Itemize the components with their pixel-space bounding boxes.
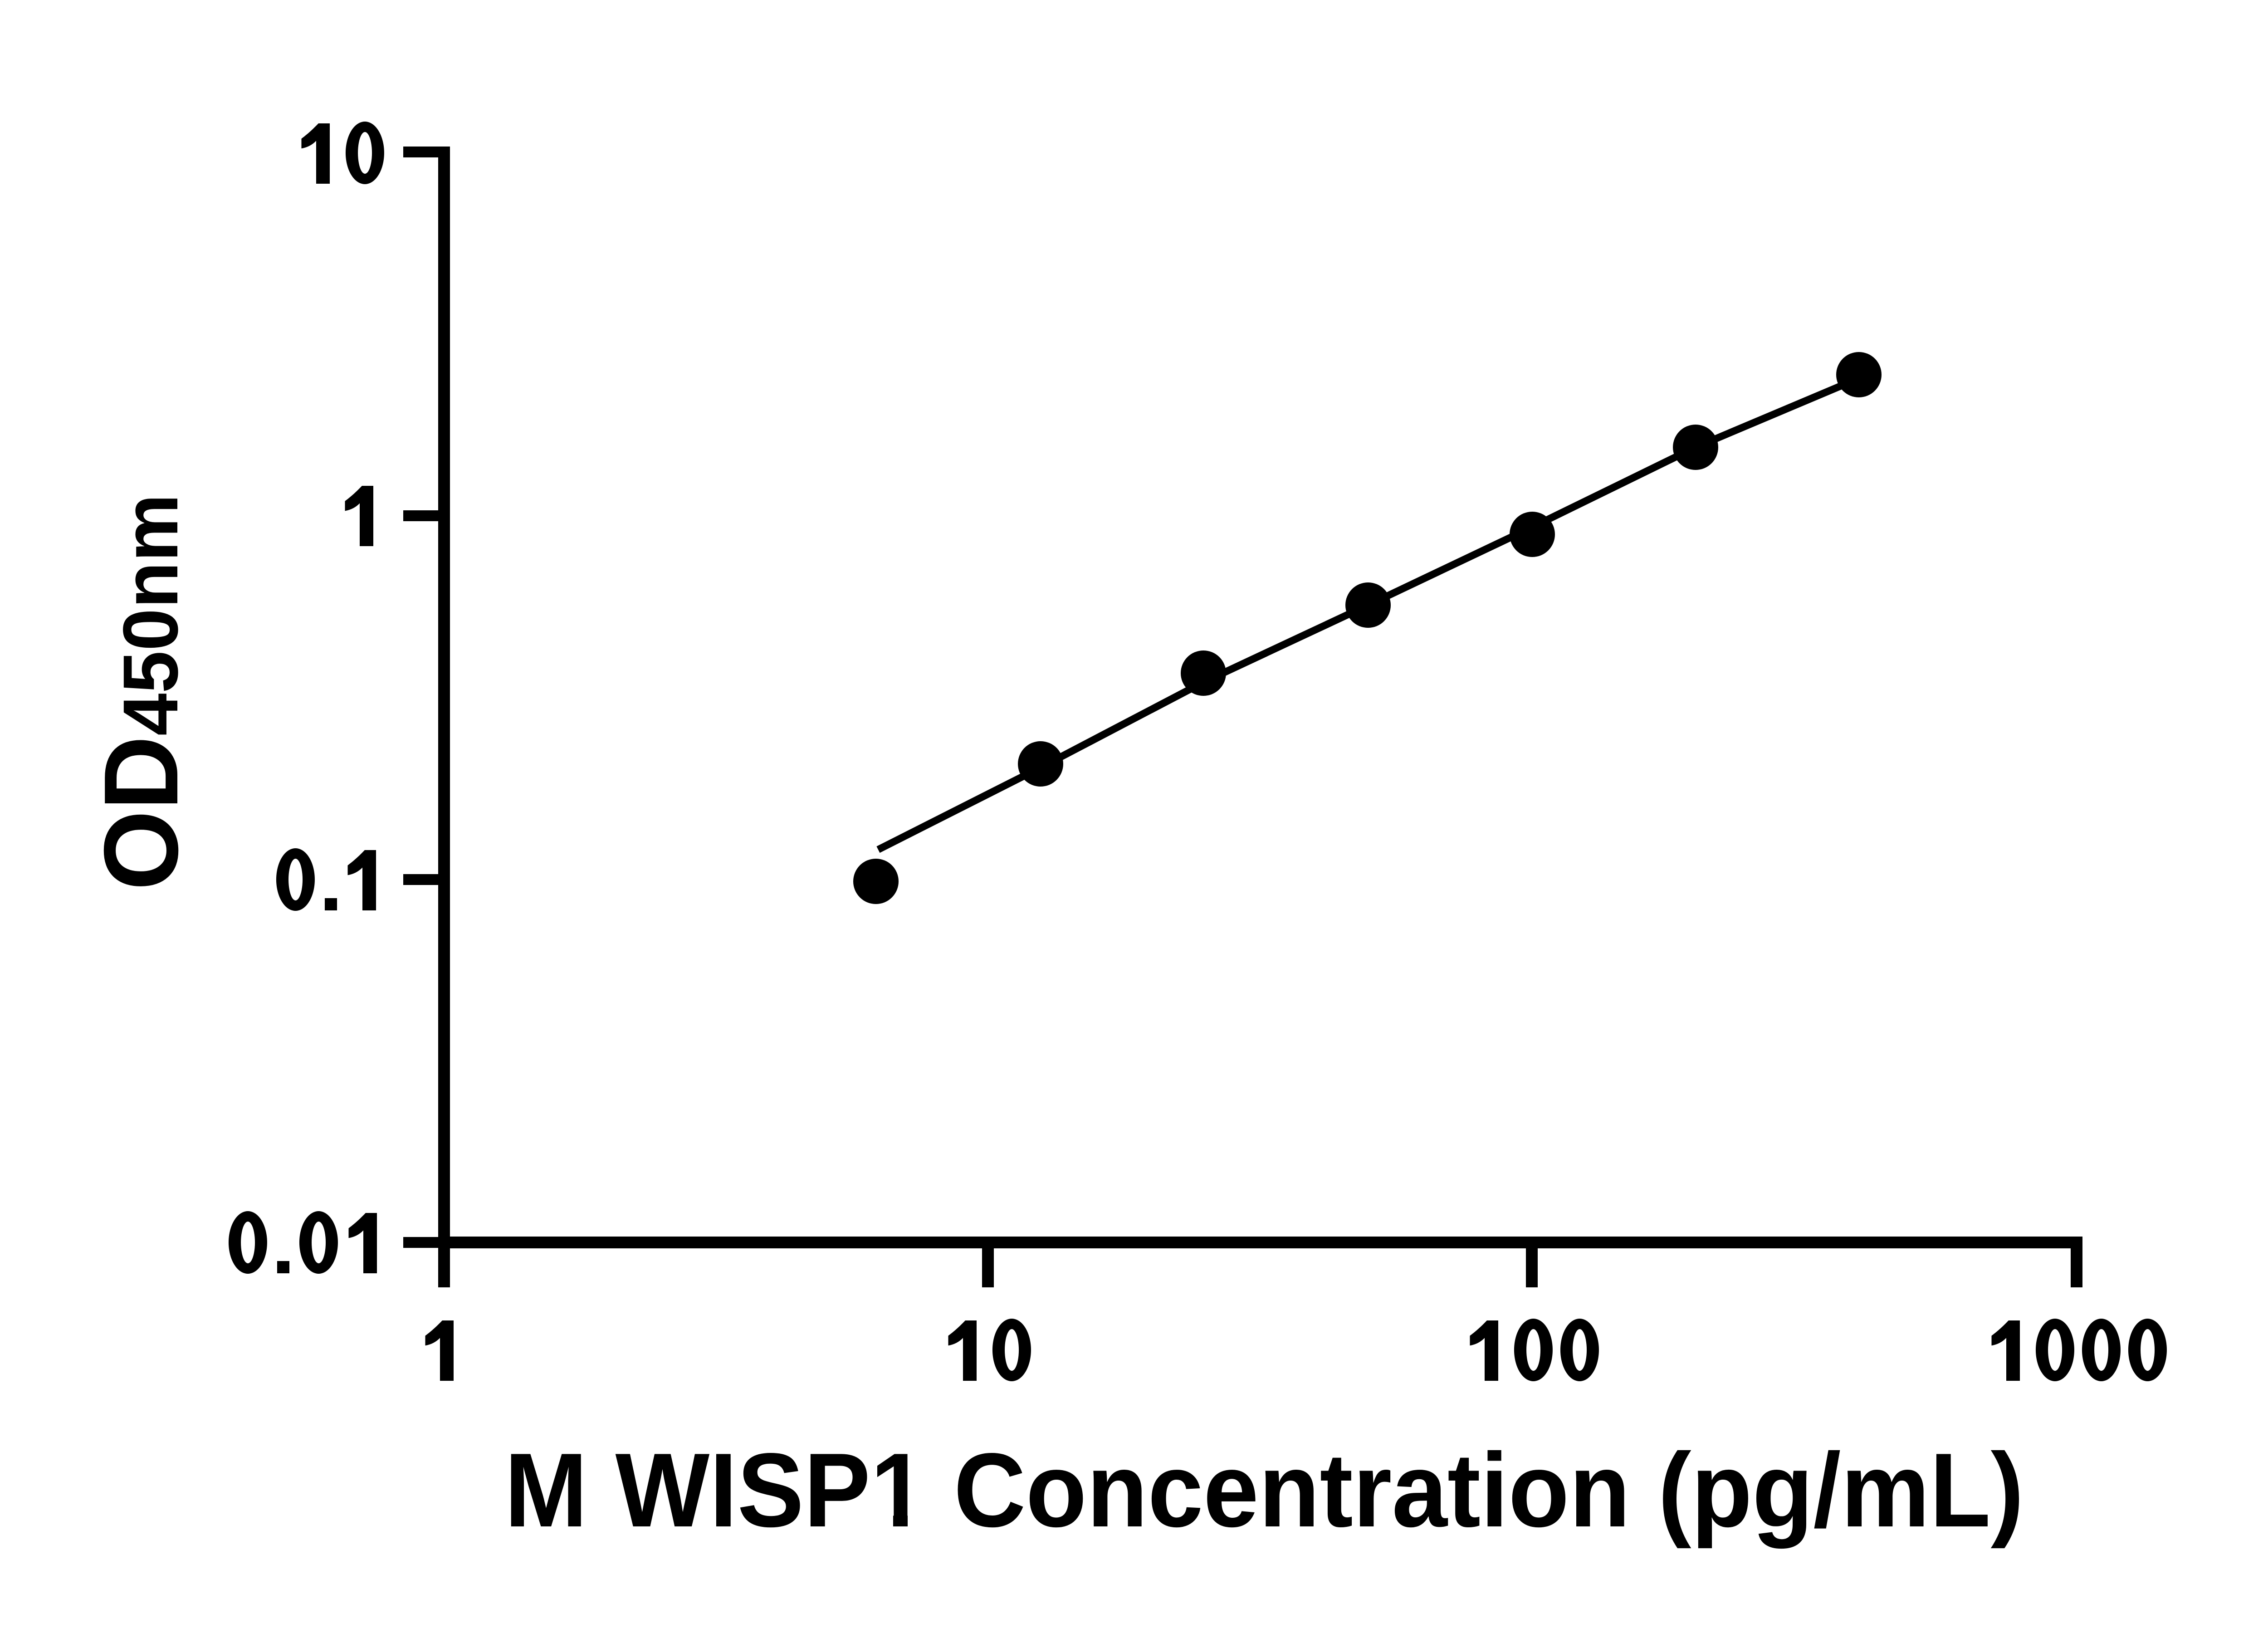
svg-text:OD450nm: OD450nm (82, 494, 200, 890)
svg-text:M WISP1 Concentration (pg/mL): M WISP1 Concentration (pg/mL) (504, 1431, 2024, 1549)
